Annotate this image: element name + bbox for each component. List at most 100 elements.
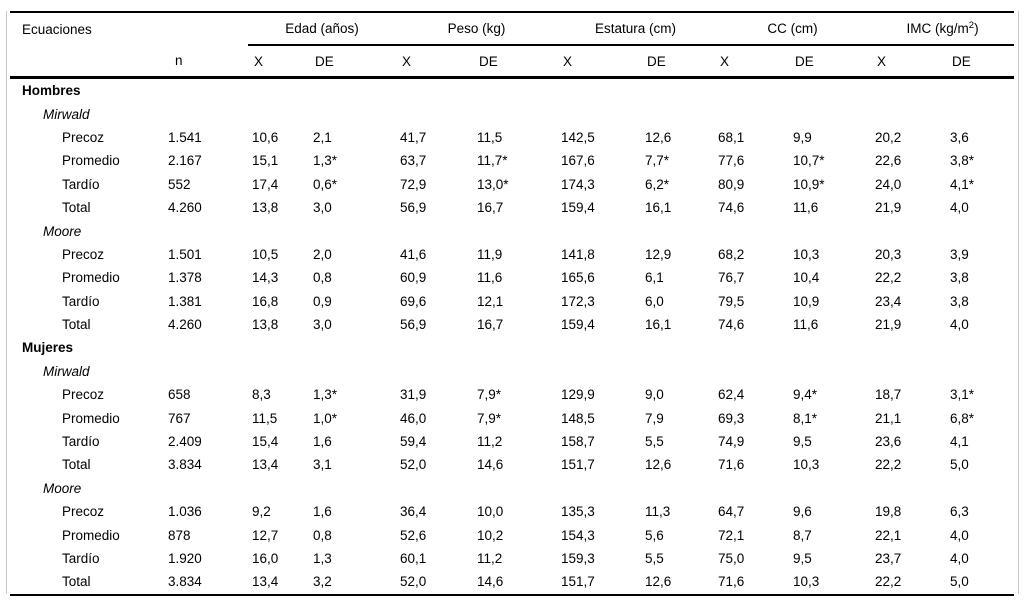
data-row: Precoz 1.501 10,5 2,0 41,6 11,9 141,8 12,9 68,2 1… [10,243,1014,266]
value-cell [557,219,641,242]
value-cell: 20,3 [875,246,902,262]
value-cell: 52,6 [400,527,427,543]
value-cell: 3,8* [950,153,975,169]
table-frame: Ecuaciones Edad (años) Peso (kg) Estatur… [6,11,1019,596]
value-cell: 13,8 [252,317,279,333]
value-cell [248,78,309,103]
value-cell: 12,6 [645,457,672,473]
value-cell: 71,6 [718,574,745,590]
n-cell: 1.541 [168,129,202,145]
value-cell [473,78,557,103]
row-label: Mujeres [22,340,74,356]
row-label: Precoz [62,246,105,262]
col-group-edad-label: Edad (años) [285,21,359,36]
n-cell [160,477,248,500]
value-cell: 6,2* [645,176,670,192]
value-cell [946,219,1014,242]
value-cell [789,78,871,103]
value-cell [714,219,789,242]
value-cell: 13,8 [252,200,279,216]
value-cell: 10,9* [793,176,825,192]
value-cell: 74,6 [718,317,745,333]
value-cell: 7,7* [645,153,670,169]
value-cell: 16,8 [252,293,279,309]
n-cell: 2.409 [168,434,202,450]
value-cell: 21,9 [875,200,902,216]
col-group-imc-label: IMC (kg/m [906,21,969,36]
subsection-row: Mirwald [10,360,1014,383]
value-cell [946,78,1014,103]
value-cell [309,360,396,383]
col-header-n-spacer [160,12,248,45]
value-cell: 135,3 [561,504,595,520]
value-cell: 22,2 [875,457,902,473]
value-cell [871,78,946,103]
value-cell: 4,0 [950,551,969,566]
value-cell: 15,4 [252,434,279,450]
value-cell: 62,4 [718,387,745,403]
value-cell: 154,3 [561,527,595,543]
value-cell: 159,3 [561,551,595,566]
n-cell [160,219,248,242]
value-cell: 19,8 [875,504,902,520]
n-cell: 2.167 [168,153,202,169]
value-cell [473,336,557,359]
value-cell [641,102,714,125]
value-cell: 10,3 [793,246,820,262]
row-label: Promedio [62,410,120,426]
value-cell: 10,0 [477,504,504,520]
row-label: Promedio [62,153,120,169]
value-cell: 75,0 [718,551,745,566]
value-cell [871,360,946,383]
col-header-estatura-x: X [557,45,642,79]
value-cell: 10,3 [793,574,820,590]
value-cell: 63,7 [400,153,427,169]
value-cell [641,477,714,500]
value-cell: 1,3* [313,387,338,403]
value-cell [396,360,473,383]
value-cell [309,336,396,359]
value-cell: 13,4 [252,457,279,473]
data-row: Promedio 767 11,5 1,0* 46,0 7,9* 148,5 7,9 69,3 8… [10,406,1014,429]
value-cell [557,360,641,383]
value-cell: 9,2 [252,504,271,520]
n-cell: 1.378 [168,270,202,286]
value-cell: 11,2 [477,551,503,566]
value-cell [473,477,557,500]
n-cell: 1.381 [168,293,202,309]
value-cell: 4,0 [950,317,969,333]
data-row: Precoz 1.036 9,2 1,6 36,4 10,0 135,3 11,3 64,7 9,… [10,500,1014,523]
value-cell: 5,6 [645,527,664,543]
value-cell: 23,7 [875,551,902,566]
value-cell [309,78,396,103]
col-header-peso-x: X [396,45,474,79]
value-cell: 21,1 [875,410,902,426]
row-label: Tardío [62,176,100,192]
n-cell [160,102,248,125]
value-cell: 16,7 [477,317,504,333]
value-cell: 13,0* [477,176,509,192]
col-header-peso-de: DE [473,45,558,79]
value-cell: 16,1 [645,317,672,333]
value-cell: 6,3 [950,504,969,520]
value-cell [714,360,789,383]
value-cell [248,102,309,125]
value-cell: 0,9 [313,293,332,309]
n-cell [160,336,248,359]
data-row: Promedio 2.167 15,1 1,3* 63,7 11,7* 167,6 7,7* 7… [10,149,1014,172]
anthropometric-table: Ecuaciones Edad (años) Peso (kg) Estatur… [10,11,1015,596]
value-cell: 5,5 [645,434,664,450]
data-row: Total 3.834 13,4 3,1 52,0 14,6 151,7 12,6 71,6 10… [10,453,1014,476]
value-cell: 76,7 [718,270,745,286]
value-cell: 11,5 [477,129,503,145]
value-cell: 159,4 [561,317,595,333]
data-row: Total 4.260 13,8 3,0 56,9 16,7 159,4 16,1 74,6 11… [10,196,1014,219]
row-label: Total [62,200,91,216]
table-body: Hombres Mirwald Precoz 1.541 10,6 2,1 41,7 11,5… [10,78,1014,595]
value-cell: 9,4* [793,387,818,403]
data-row: Precoz 1.541 10,6 2,1 41,7 11,5 142,5 12,6 68,1 9… [10,126,1014,149]
col-header-cc-x: X [714,45,790,79]
value-cell: 11,6 [793,317,819,333]
value-cell: 79,5 [718,293,745,309]
value-cell: 41,7 [400,129,427,145]
